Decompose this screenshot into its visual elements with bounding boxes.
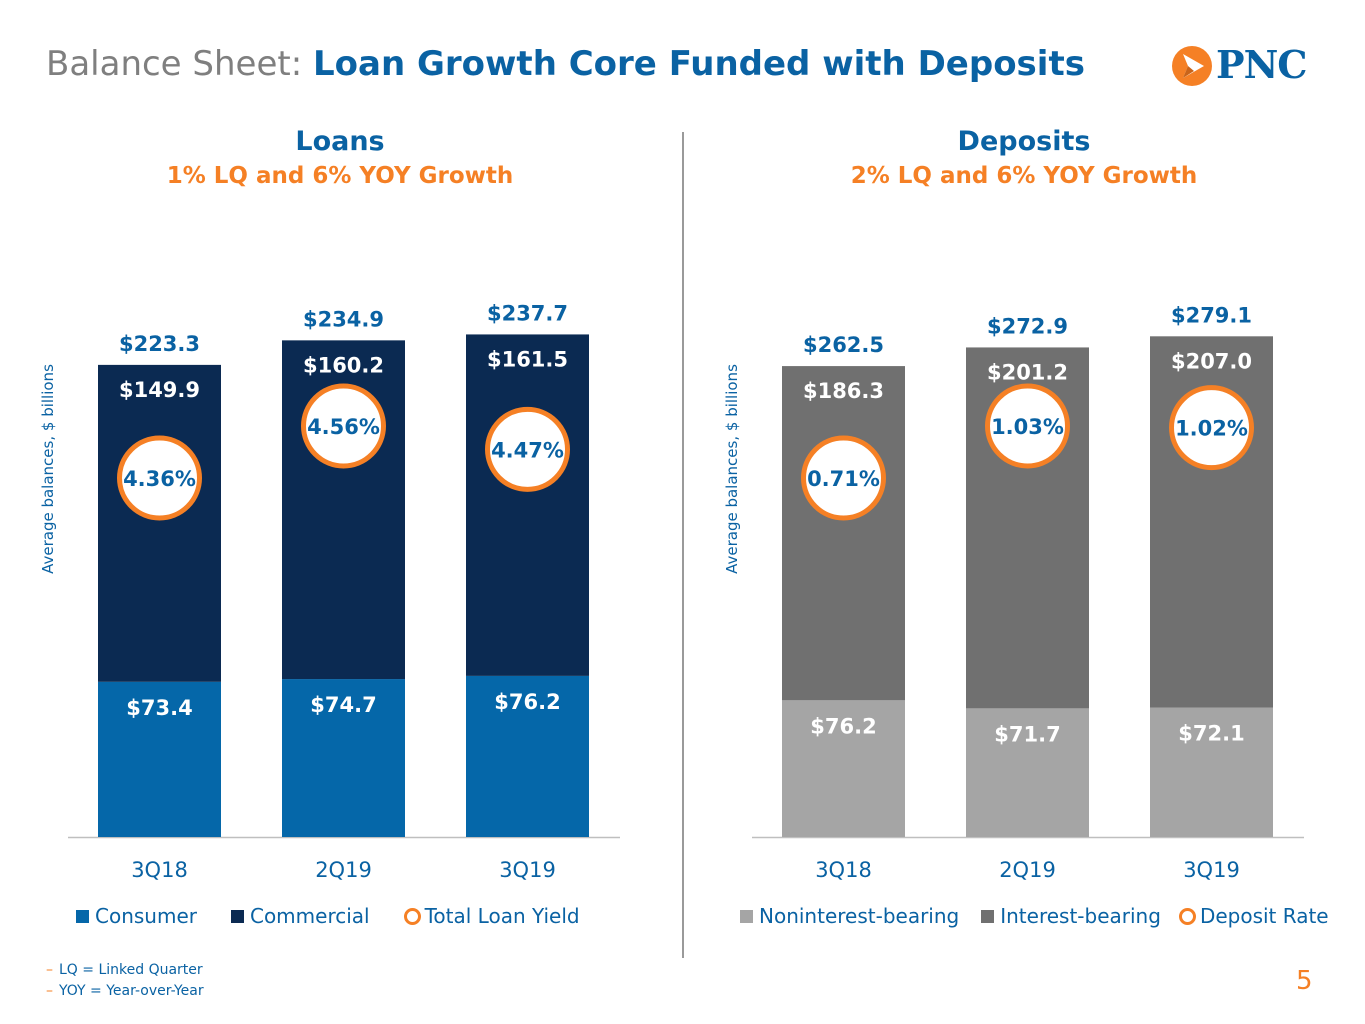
legend-interest-swatch (981, 909, 995, 923)
deposits-rate-ring-3q18 (801, 435, 886, 521)
loans-tick-2q19: 2Q19 (315, 858, 372, 882)
loans-bar-3q18-consumer (98, 681, 221, 837)
legend-deposit-rate: Deposit Rate (1178, 904, 1329, 928)
deposits-chart: $76.2 $186.3 $262.5 0.71% 3Q18 $71.7 $201.2 $27… (752, 303, 1304, 882)
legend-consumer: Consumer (76, 904, 197, 928)
deposits-rate-ring-2q19 (985, 383, 1070, 469)
deposits-tick-3q18: 3Q18 (815, 858, 872, 882)
loans-label-3q18-top: $149.9 (119, 378, 200, 402)
deposits-label-3q18-bottom: $76.2 (810, 714, 876, 738)
deposits-bar-3q19-noninterest-bearing (1150, 707, 1273, 837)
panel-divider (682, 132, 684, 958)
loans-tick-3q19: 3Q19 (499, 858, 556, 882)
deposits-total-2q19: $272.9 (987, 314, 1068, 338)
legend-consumer-swatch (76, 909, 89, 923)
legend-commercial-label: Commercial (249, 904, 370, 928)
deposits-subtitle: 2% LQ and 6% YOY Growth (850, 163, 1198, 189)
loans-rate-label-3q19: 4.47% (491, 438, 564, 462)
legend-commercial-swatch (230, 909, 244, 923)
deposits-rate-label-2q19: 1.03% (991, 415, 1064, 439)
deposits-legend: Noninterest-bearing Interest-bearing Dep… (740, 904, 1329, 928)
pnc-triangle-logo-icon (1172, 46, 1212, 86)
legend-loan-yield-ring-icon (403, 907, 421, 925)
loans-rate-label-3q18: 4.36% (123, 467, 196, 491)
legend-noninterest-swatch (740, 909, 753, 923)
footnote-yoy: – YOY = Year-over-Year (46, 983, 204, 999)
footnotes: – LQ = Linked Quarter – YOY = Year-over-Ye… (46, 960, 204, 1002)
loans-label-3q18-bottom: $73.4 (126, 696, 192, 720)
loans-label-2q19-top: $160.2 (303, 353, 384, 377)
loans-bar-3q18-commercial (98, 364, 221, 682)
loans-bar-3q19-commercial (466, 334, 589, 676)
legend-consumer-label: Consumer (95, 904, 197, 928)
deposits-title: Deposits (957, 126, 1091, 157)
loans-rate-ring-3q18 (117, 435, 202, 521)
legend-loan-yield-label: Total Loan Yield (424, 904, 580, 928)
deposits-total-3q19: $279.1 (1171, 303, 1252, 327)
loans-legend: Consumer Commercial Total Loan Yield (76, 904, 614, 928)
deposits-label-3q19-top: $207.0 (1171, 349, 1252, 373)
deposits-label-3q19-bottom: $72.1 (1178, 722, 1244, 746)
title-main: Loan Growth Core Funded with Deposits (312, 44, 1085, 84)
deposits-label-2q19-top: $201.2 (987, 360, 1068, 384)
loans-rate-ring-3q19 (485, 406, 570, 492)
loans-total-2q19: $234.9 (303, 307, 384, 331)
loans-title: Loans (295, 126, 385, 157)
deposits-rate-label-3q19: 1.02% (1175, 417, 1248, 441)
legend-commercial: Commercial (230, 904, 370, 928)
deposits-bar-2q19-noninterest-bearing (966, 708, 1089, 837)
loans-label-3q19-top: $161.5 (487, 347, 568, 371)
deposits-bar-3q18-interest-bearing (782, 366, 905, 701)
legend-deposit-rate-label: Deposit Rate (1199, 904, 1329, 928)
deposits-rate-ring-3q19 (1169, 385, 1254, 471)
deposits-label-2q19-bottom: $71.7 (994, 722, 1060, 746)
loans-rate-label-2q19: 4.56% (307, 415, 380, 439)
deposits-label-3q18-top: $186.3 (803, 379, 884, 403)
pnc-logo: PNC (1170, 40, 1330, 90)
pnc-logo-text: PNC (1216, 42, 1308, 87)
loans-label-2q19-bottom: $74.7 (310, 693, 376, 717)
legend-deposit-rate-ring-icon (1178, 907, 1196, 925)
footnote-lq: – LQ = Linked Quarter (46, 962, 203, 978)
loans-subtitle: 1% LQ and 6% YOY Growth (166, 163, 514, 189)
loans-tick-3q18: 3Q18 (131, 858, 188, 882)
legend-interest-label: Interest-bearing (1000, 904, 1161, 928)
loans-total-3q19: $237.7 (487, 301, 568, 325)
page-number: 5 (1296, 966, 1313, 996)
loans-rate-ring-2q19 (301, 383, 386, 469)
legend-interest: Interest-bearing (981, 904, 1161, 928)
loans-label-3q19-bottom: $76.2 (494, 690, 560, 714)
deposits-total-3q18: $262.5 (803, 333, 884, 357)
deposits-tick-3q19: 3Q19 (1183, 858, 1240, 882)
page-title: Balance Sheet: Loan Growth Core Funded w… (46, 44, 1085, 84)
title-prefix: Balance Sheet: (46, 44, 303, 84)
deposits-bar-3q18-noninterest-bearing (782, 700, 905, 837)
deposits-rate-label-3q18: 0.71% (807, 467, 880, 491)
loans-chart: $73.4 $149.9 $223.3 4.36% 3Q18 $74.7 $160.2 $23… (68, 301, 620, 882)
legend-loan-yield: Total Loan Yield (403, 904, 580, 928)
legend-noninterest-label: Noninterest-bearing (759, 904, 960, 928)
legend-noninterest: Noninterest-bearing (740, 904, 959, 928)
loans-total-3q18: $223.3 (119, 332, 200, 356)
loans-bar-3q19-consumer (466, 675, 589, 837)
loans-bar-2q19-consumer (282, 679, 405, 837)
deposits-tick-2q19: 2Q19 (999, 858, 1056, 882)
